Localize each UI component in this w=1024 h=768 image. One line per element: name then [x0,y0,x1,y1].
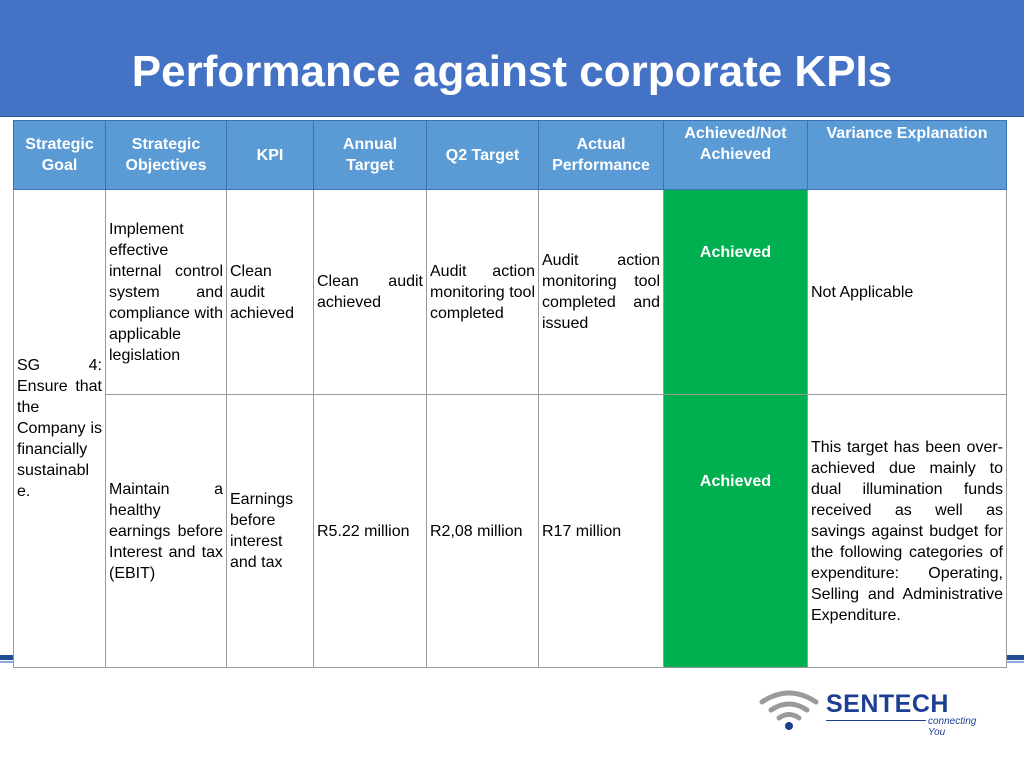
annual-target-cell: Clean audit achieved [313,189,427,395]
actual-performance-cell: R17 million [538,394,664,668]
kpi-cell: Earnings before interest and tax [226,394,314,668]
status-label: Achieved [699,244,772,261]
table-row: SG 4: Ensure that the Company is financi… [13,189,1007,668]
actual-performance-cell: Audit action monitoring tool completed a… [538,189,664,395]
header-kpi: KPI [226,120,314,190]
status-label: Achieved [699,473,772,490]
logo-underline [826,720,926,721]
kpi-cell: Clean audit achieved [226,189,314,395]
slide-title: Performance against corporate KPIs [131,47,893,96]
header-achieved: Achieved/Not Achieved [663,120,808,190]
header-strategic-goal: Strategic Goal [13,120,106,190]
header-annual-target: Annual Target [313,120,427,190]
table-header-row: Strategic Goal Strategic Objectives KPI … [13,120,1007,190]
variance-cell: This target has been over-achieved due m… [807,394,1007,668]
status-badge: Achieved [663,394,808,668]
title-bar [0,0,1024,117]
logo-tagline: connecting You [928,716,977,738]
sentech-logo: SENTECH connecting You [758,686,988,738]
wifi-signal-icon [759,690,819,730]
header-variance-explanation: Variance Explanation [807,120,1007,190]
table-row: Maintain a healthy earnings before Inter… [14,394,1007,668]
kpi-table: Strategic Goal Strategic Objectives KPI … [13,120,1007,668]
q2-target-cell: Audit action monitoring tool completed [426,189,539,395]
q2-target-cell: R2,08 million [426,394,539,668]
logo-wordmark: SENTECH [826,690,949,718]
strategic-goal-cell: SG 4: Ensure that the Company is financi… [13,189,106,668]
status-badge: Achieved [663,189,808,395]
variance-cell: Not Applicable [807,189,1007,395]
objective-cell: Maintain a healthy earnings before Inter… [105,394,227,668]
objective-cell: Implement effective internal control sys… [105,189,227,395]
annual-target-cell: R5.22 million [313,394,427,668]
header-actual-performance: Actual Performance [538,120,664,190]
header-q2-target: Q2 Target [426,120,539,190]
header-strategic-objectives: Strategic Objectives [105,120,227,190]
